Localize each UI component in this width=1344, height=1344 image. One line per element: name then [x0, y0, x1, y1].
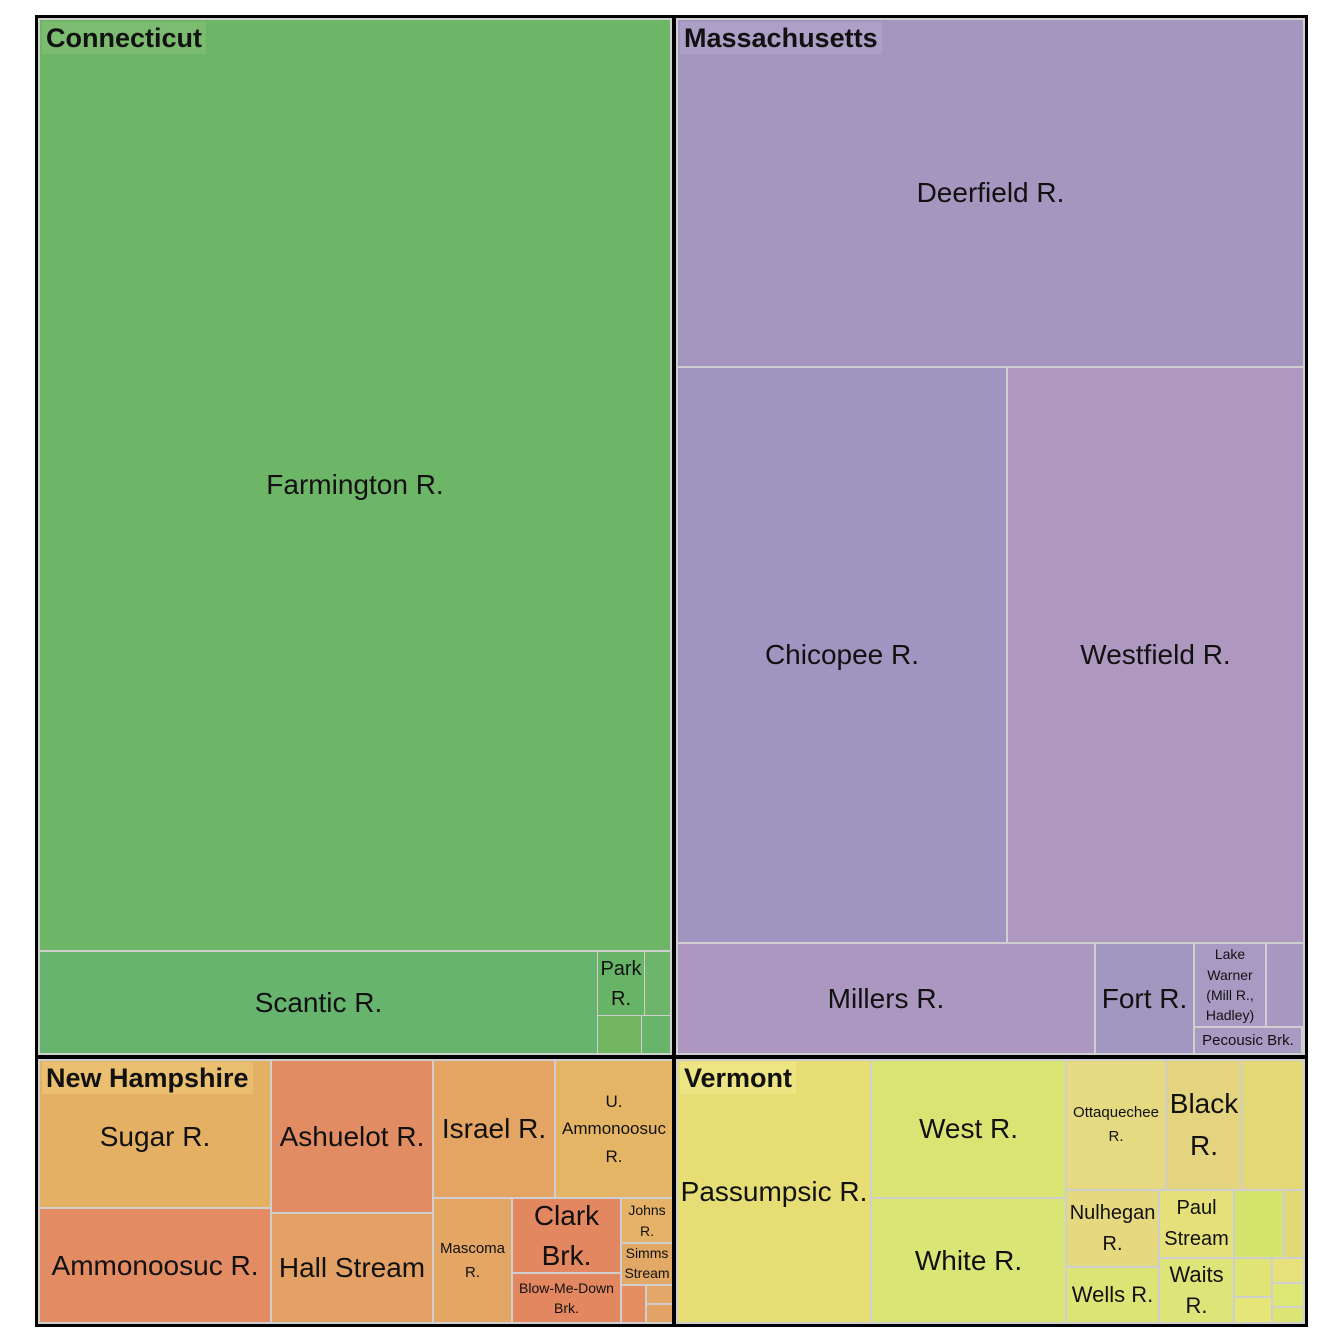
- group-label: New Hampshire: [42, 1062, 253, 1095]
- cell: [647, 1286, 672, 1303]
- cell: Ammonoosuc R.: [40, 1209, 270, 1322]
- cell: [645, 952, 670, 1015]
- cell: [1235, 1298, 1271, 1322]
- cell: White R.: [872, 1199, 1065, 1322]
- cell: Ashuelot R.: [272, 1061, 432, 1212]
- cell: Black R.: [1167, 1061, 1241, 1189]
- cell: [598, 1016, 641, 1053]
- cell: Fort R.: [1096, 944, 1193, 1053]
- cell: Nulhegan R.: [1067, 1191, 1158, 1266]
- cell: Israel R.: [434, 1061, 554, 1197]
- cell: Hall Stream: [272, 1214, 432, 1322]
- cell: [1273, 1284, 1303, 1306]
- cell: [1243, 1061, 1303, 1189]
- cell: [1267, 944, 1303, 1026]
- cell: Westfield R.: [1008, 368, 1303, 942]
- cell: Wells R.: [1067, 1268, 1158, 1322]
- cell: U. Ammonoosuc R.: [556, 1061, 672, 1197]
- cell: [1273, 1308, 1303, 1322]
- cell: [622, 1286, 645, 1322]
- cell: Millers R.: [678, 944, 1094, 1053]
- cell: Pecousic Brk.: [1195, 1028, 1301, 1053]
- group-label: Vermont: [680, 1062, 797, 1095]
- cell: Blow-Me-Down Brk.: [513, 1274, 620, 1322]
- cell: Waits R.: [1160, 1259, 1233, 1322]
- cell: Chicopee R.: [678, 368, 1006, 942]
- cell: [1235, 1259, 1271, 1296]
- cell: Mascoma R.: [434, 1199, 511, 1322]
- cell: Paul Stream: [1160, 1191, 1233, 1257]
- cell: Deerfield R.: [678, 20, 1303, 366]
- group-label: Connecticut: [42, 22, 207, 55]
- cell: Farmington R.: [40, 20, 670, 950]
- cell: [1273, 1259, 1303, 1282]
- cell: Lake Warner (Mill R., Hadley): [1195, 944, 1265, 1026]
- cell: [647, 1305, 672, 1322]
- cell: [642, 1016, 670, 1053]
- cell: Park R.: [598, 952, 644, 1015]
- cell: Ottaquechee R.: [1067, 1061, 1165, 1189]
- cell: West R.: [872, 1061, 1065, 1197]
- group-label: Massachusetts: [680, 22, 882, 55]
- cell: Clark Brk.: [513, 1199, 620, 1272]
- cell: Johns R.: [622, 1199, 672, 1242]
- cell: [1235, 1191, 1283, 1257]
- cell: [1285, 1191, 1303, 1257]
- cell: Scantic R.: [40, 952, 597, 1053]
- cell: Passumpsic R.: [678, 1061, 870, 1322]
- cell: Simms Stream: [622, 1244, 672, 1284]
